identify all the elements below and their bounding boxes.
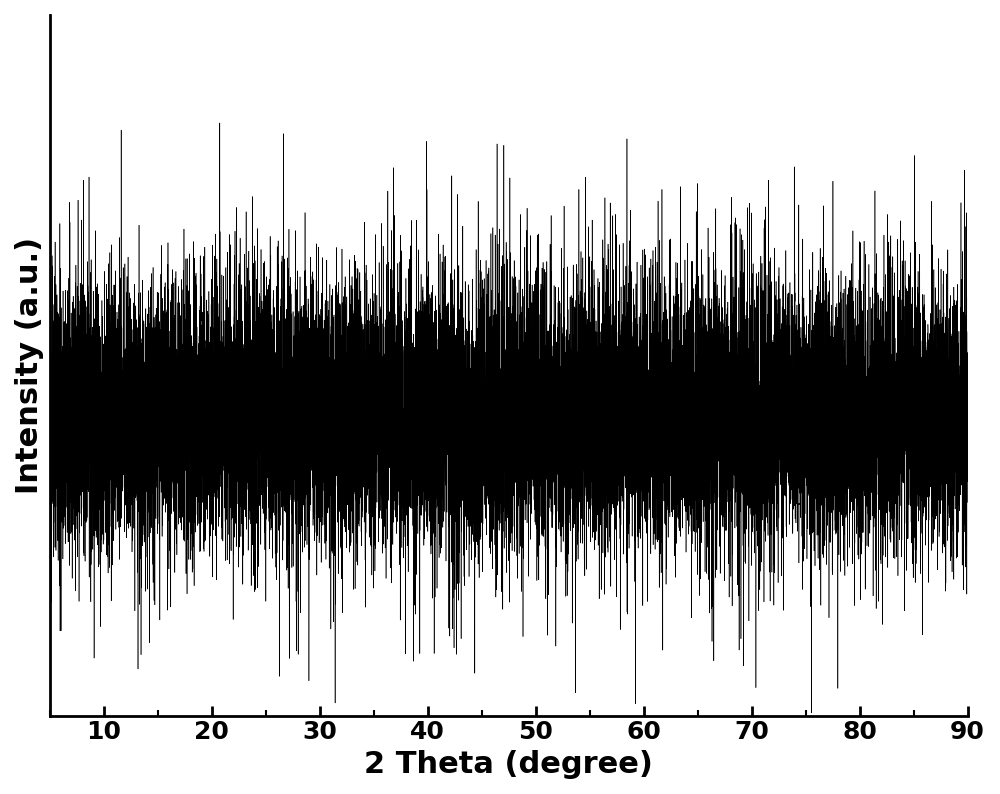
X-axis label: 2 Theta (degree): 2 Theta (degree) xyxy=(364,750,653,779)
Y-axis label: Intensity (a.u.): Intensity (a.u.) xyxy=(15,237,44,494)
